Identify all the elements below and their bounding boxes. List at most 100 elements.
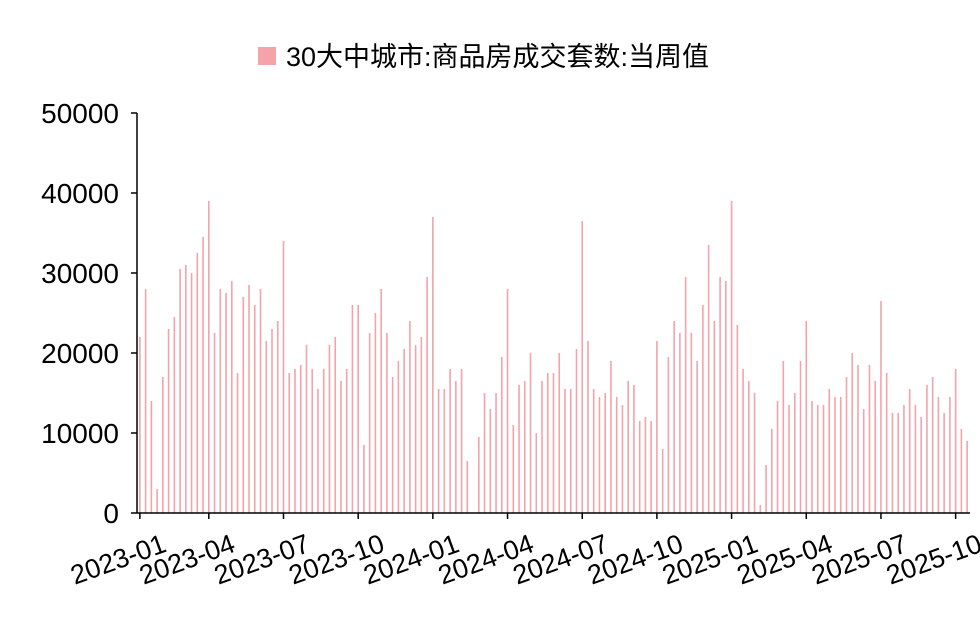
bar	[604, 393, 607, 513]
bar	[937, 397, 940, 513]
bar	[805, 321, 808, 513]
bar	[707, 245, 710, 513]
bar	[753, 393, 756, 513]
bar	[650, 421, 652, 513]
bar	[862, 409, 865, 513]
bar	[282, 241, 285, 513]
bar	[288, 373, 291, 513]
bar	[811, 401, 813, 513]
bar	[656, 341, 658, 513]
bar	[954, 369, 957, 513]
bar	[558, 353, 561, 513]
bar	[564, 389, 566, 513]
bar	[489, 409, 492, 513]
bar	[966, 441, 968, 513]
bar	[322, 369, 325, 513]
bar	[225, 293, 227, 513]
bar	[299, 365, 302, 513]
bar	[633, 385, 635, 513]
bar	[403, 349, 405, 513]
bar	[960, 429, 963, 513]
y-tick-label: 50000	[41, 98, 119, 129]
bar	[575, 349, 578, 513]
bar	[455, 381, 457, 513]
bar	[478, 437, 480, 513]
bar	[414, 345, 417, 513]
bar	[880, 301, 882, 513]
bar	[397, 361, 400, 513]
bar	[851, 353, 854, 513]
bar	[615, 397, 618, 513]
bar	[857, 365, 859, 513]
legend-swatch	[258, 47, 276, 65]
bar	[759, 505, 762, 513]
bar	[230, 281, 233, 513]
bar	[437, 389, 440, 513]
legend-label: 30大中城市:商品房成交套数:当周值	[286, 42, 709, 72]
bar	[673, 321, 675, 513]
bar	[661, 449, 664, 513]
bar	[891, 413, 894, 513]
bar	[449, 369, 451, 513]
bar	[248, 285, 250, 513]
bar	[598, 397, 601, 513]
bar	[512, 425, 515, 513]
bar	[839, 397, 842, 513]
bar	[426, 277, 428, 513]
bar	[908, 389, 911, 513]
bar	[523, 381, 526, 513]
bar	[903, 405, 905, 513]
bar	[610, 361, 612, 513]
bar	[736, 325, 739, 513]
bar	[702, 305, 704, 513]
bar	[828, 389, 831, 513]
y-tick-label: 10000	[41, 418, 119, 449]
bar	[546, 373, 549, 513]
bar	[265, 341, 268, 513]
bar	[317, 389, 319, 513]
bar	[271, 329, 273, 513]
bar	[242, 297, 245, 513]
bar	[495, 393, 497, 513]
bar	[156, 489, 158, 513]
bar	[719, 277, 721, 513]
bar	[340, 381, 342, 513]
bar	[460, 369, 463, 513]
bar	[621, 405, 624, 513]
bar	[236, 373, 239, 513]
bar	[363, 445, 365, 513]
bar	[920, 417, 922, 513]
bar	[139, 337, 141, 513]
y-tick-label: 30000	[41, 258, 119, 289]
bar	[179, 269, 181, 513]
bar	[690, 333, 693, 513]
bar	[638, 421, 641, 513]
bar	[219, 289, 222, 513]
bar	[305, 345, 308, 513]
bar	[351, 305, 354, 513]
bar	[506, 289, 509, 513]
bar	[949, 397, 951, 513]
bar	[334, 337, 336, 513]
bar	[874, 381, 877, 513]
bar	[931, 377, 934, 513]
bar	[276, 321, 279, 513]
bar	[391, 377, 394, 513]
bar	[581, 221, 584, 513]
bar	[386, 333, 388, 513]
bar	[357, 305, 359, 513]
bar	[765, 465, 767, 513]
bar	[788, 405, 790, 513]
bar	[208, 201, 210, 513]
bar	[185, 265, 187, 513]
bar	[771, 429, 773, 513]
bar	[748, 381, 750, 513]
bar	[253, 305, 256, 513]
bar	[380, 289, 382, 513]
bar	[776, 401, 779, 513]
bar	[834, 397, 836, 513]
bar	[742, 369, 744, 513]
bar	[684, 277, 687, 513]
bar	[552, 373, 555, 513]
bar	[885, 373, 888, 513]
